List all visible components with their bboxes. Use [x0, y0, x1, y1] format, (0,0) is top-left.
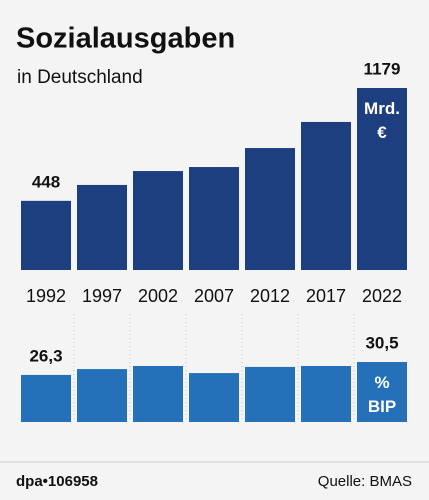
x-tick-label: 2017 [306, 286, 346, 306]
unit-label: % BIP [368, 373, 396, 416]
value-label: 26,3 [29, 346, 62, 365]
bar [21, 200, 71, 270]
bar [133, 366, 183, 422]
x-tick-label: 1992 [26, 286, 66, 306]
bar [21, 374, 71, 422]
x-tick-label: 2002 [138, 286, 178, 306]
bar [77, 369, 127, 422]
chart-title: Sozialausgaben [16, 23, 235, 55]
value-label: 1179 [364, 59, 401, 78]
bar [189, 373, 239, 422]
bar [357, 362, 407, 422]
x-tick-label: 1997 [82, 286, 122, 306]
bar [77, 184, 127, 270]
unit-label: Mrd. € [364, 99, 400, 142]
bar [189, 167, 239, 270]
x-tick-label: 2012 [250, 286, 290, 306]
bar [301, 121, 351, 270]
bar [245, 366, 295, 422]
bar [245, 148, 295, 270]
x-tick-label: 2007 [194, 286, 234, 306]
bar [301, 366, 351, 422]
source: Quelle: BMAS [318, 473, 412, 490]
source-id: dpa•106958 [16, 473, 98, 490]
value-label: 448 [32, 172, 60, 191]
x-tick-label: 2022 [362, 286, 402, 306]
bar [357, 88, 407, 270]
bar [133, 171, 183, 270]
chart-subtitle: in Deutschland [17, 67, 143, 88]
value-label: 30,5 [365, 333, 398, 352]
